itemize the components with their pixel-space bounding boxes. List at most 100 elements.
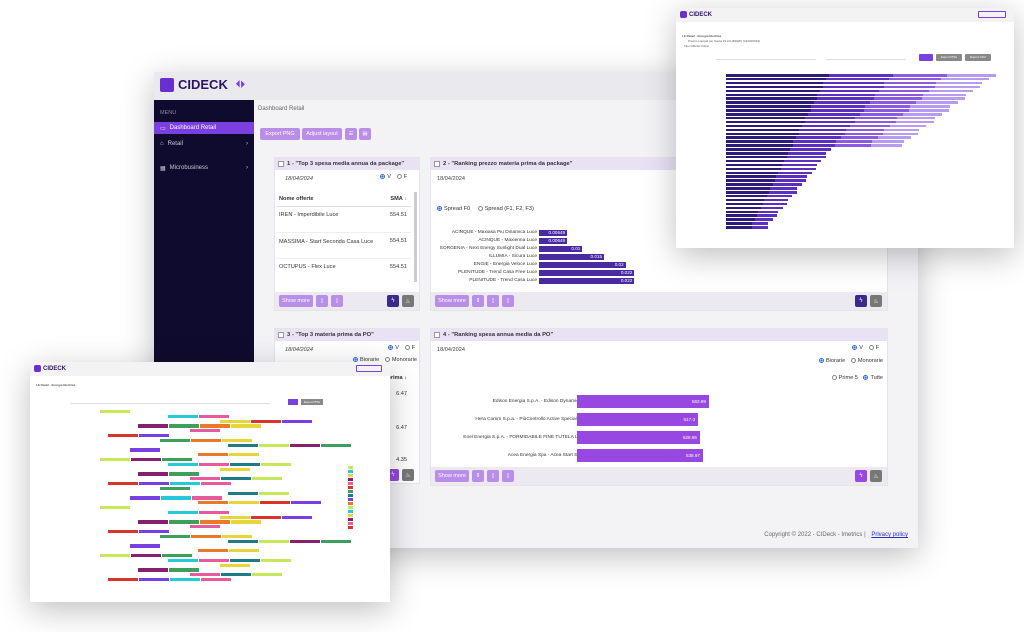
chart-segment (201, 482, 231, 486)
show-more-button[interactable]: Show more (279, 295, 313, 307)
stacked-bar-segment (859, 113, 904, 116)
chart-segment (170, 482, 200, 486)
radio-monorarie[interactable] (384, 357, 390, 363)
flame-icon[interactable]: ♨ (402, 295, 414, 307)
footer-copyright: Copyright © 2022 - CIDeck - Imetrics | P… (764, 532, 908, 538)
cideck-logo: CIDECK (34, 365, 66, 372)
cerca-button[interactable] (919, 54, 933, 61)
sidebar-item-dashboard-retail[interactable]: ▭ Dashboard Retail (154, 122, 254, 134)
document-icon[interactable]: ▯ (316, 295, 328, 307)
export-png-button[interactable]: Export PNG (301, 399, 323, 405)
card-checkbox[interactable] (434, 332, 440, 338)
radio-tutte[interactable] (863, 375, 869, 381)
stacked-bar-segment (864, 109, 909, 112)
sidebar-item-microbusiness[interactable]: ▦ Microbusiness › (154, 162, 254, 174)
scrollbar[interactable] (414, 192, 417, 282)
stacked-bar-segment (790, 148, 831, 151)
stacked-bar-segment (726, 120, 805, 124)
chart-segment (198, 453, 228, 457)
cerca-button[interactable] (288, 399, 298, 405)
chart-segment (231, 424, 261, 428)
stacked-bar-segment (883, 85, 935, 89)
grid-view-icon[interactable]: ▤ (359, 128, 371, 140)
radio-biorarie[interactable] (352, 357, 358, 363)
radio-label: F (403, 174, 407, 180)
radio-f[interactable] (404, 345, 410, 351)
stacked-bar-segment (751, 226, 768, 229)
stacked-bar-segment (854, 120, 897, 124)
chart-segment (200, 520, 230, 524)
sidebar-item-retail[interactable]: ⌂ Retail › (154, 138, 254, 150)
sort-icon[interactable]: ⇕ (472, 295, 484, 307)
col-header-sma[interactable]: SMA ↓ (390, 196, 407, 202)
filter-select[interactable] (70, 400, 270, 404)
chart-segment (190, 573, 220, 577)
radio-group-vf: V F (388, 345, 415, 351)
segmented-chart (30, 410, 390, 590)
document-icon[interactable]: ▯ (331, 295, 343, 307)
chart-segment (282, 515, 312, 519)
card-checkbox[interactable] (278, 161, 284, 167)
radio-label: F (411, 345, 415, 351)
flame-icon[interactable]: ♨ (870, 295, 882, 307)
list-view-icon[interactable]: ☰ (345, 128, 357, 140)
card-checkbox[interactable] (434, 161, 440, 167)
document-icon[interactable]: ▯ (487, 295, 499, 307)
user-menu-button[interactable] (356, 365, 382, 372)
chart-segment (228, 443, 258, 447)
stacked-bar-segment (726, 140, 794, 143)
flame-icon[interactable]: ♨ (402, 469, 414, 481)
export-png-button[interactable]: Export PNG (260, 128, 300, 140)
stacked-bar-segment (726, 163, 782, 167)
radio-spread-f123[interactable] (477, 206, 483, 212)
col-header-label: SMA (390, 196, 403, 202)
chart-segment (229, 453, 259, 457)
bolt-icon[interactable]: ϟ (855, 295, 867, 307)
adjust-layout-button[interactable]: Adjust layout (302, 128, 342, 140)
document-icon[interactable]: ▯ (487, 470, 499, 482)
export-png-button[interactable]: Export PNG (936, 54, 962, 61)
document-icon[interactable]: ▯ (502, 295, 514, 307)
export-csv-button[interactable]: Export CSV (965, 54, 991, 61)
collapse-icon[interactable]: ⏴⏵ (235, 79, 245, 89)
legend-swatch (348, 494, 353, 497)
chart-segment (190, 477, 220, 481)
stacked-bar-segment (822, 85, 884, 89)
radio-v[interactable] (380, 174, 386, 180)
chart-segment (229, 549, 259, 553)
chart-segment (130, 448, 160, 452)
sidebar-menu-label: MENU (160, 110, 177, 116)
show-more-button[interactable]: Show more (435, 295, 469, 307)
card-title: 1 - "Top 3 spesa media annua da package" (287, 161, 405, 167)
card-header: 3 - "Top 3 materia prima da PO" (275, 329, 419, 341)
filter-select[interactable] (826, 55, 906, 60)
radio-v[interactable] (852, 345, 858, 351)
user-menu-button[interactable] (978, 11, 1006, 18)
privacy-policy-link[interactable]: Privacy policy (871, 532, 908, 538)
document-icon[interactable]: ▯ (502, 470, 514, 482)
chart-segment (230, 462, 260, 466)
radio-v[interactable] (388, 345, 394, 351)
radio-biorarie[interactable] (818, 358, 824, 364)
radio-f[interactable] (396, 174, 402, 180)
filter-select[interactable] (716, 55, 816, 60)
bolt-icon[interactable]: ϟ (387, 295, 399, 307)
sort-icon[interactable]: ⇕ (472, 470, 484, 482)
bar: 0.02 (539, 262, 626, 268)
bolt-icon[interactable]: ϟ (387, 469, 399, 481)
radio-prime5[interactable] (831, 375, 837, 381)
radio-monorarie[interactable] (850, 358, 856, 364)
chart-segment (261, 462, 291, 466)
radio-label: Spread (F1, F2, F3) (484, 206, 534, 212)
show-more-button[interactable]: Show more (435, 470, 469, 482)
flame-icon[interactable]: ♨ (870, 470, 882, 482)
stacked-bar-segment (840, 136, 878, 139)
col-header-prima[interactable]: prima ↓ (387, 375, 407, 381)
chart-segment (168, 462, 198, 466)
radio-spread-f0[interactable] (437, 206, 442, 212)
card-checkbox[interactable] (278, 332, 284, 338)
radio-f[interactable] (868, 345, 874, 351)
bar-label: ACINQUE - Maxiasa Più Dinamica Luce (451, 230, 537, 235)
stacked-bar-segment (869, 101, 916, 104)
bolt-icon[interactable]: ϟ (855, 470, 867, 482)
